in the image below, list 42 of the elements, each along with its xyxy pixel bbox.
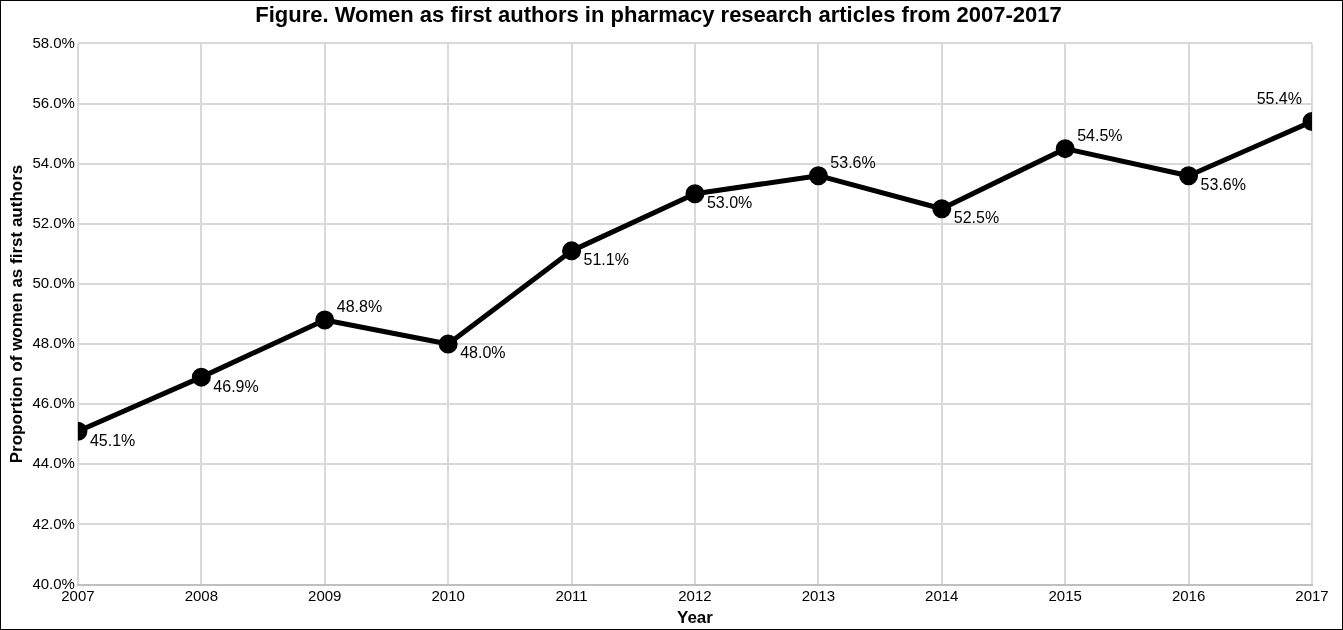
point bbox=[191, 367, 211, 387]
data-label: 48.8% bbox=[336, 298, 383, 316]
y-tick-label: 42.0% bbox=[32, 514, 75, 532]
y-tick-label: 48.0% bbox=[32, 334, 75, 352]
data-label: 52.5% bbox=[953, 209, 1000, 227]
y-tick-label: 44.0% bbox=[32, 454, 75, 472]
x-tick-label: 2014 bbox=[925, 586, 959, 604]
x-tick-label: 2011 bbox=[555, 586, 588, 604]
x-tick-label: 2010 bbox=[431, 586, 465, 604]
chart-title: Figure. Women as first authors in pharmacy research articles from 2007-2017 bbox=[255, 2, 1062, 28]
data-label: 53.0% bbox=[706, 194, 753, 212]
y-tick-label: 50.0% bbox=[32, 274, 75, 292]
y-tick-label: 58.0% bbox=[32, 33, 75, 51]
point bbox=[1055, 139, 1075, 159]
x-tick-label: 2013 bbox=[801, 586, 836, 604]
y-tick-label: 56.0% bbox=[32, 93, 75, 111]
x-tick-label: 2008 bbox=[184, 586, 219, 604]
point bbox=[438, 334, 458, 354]
point bbox=[315, 310, 335, 330]
point bbox=[562, 241, 582, 261]
y-axis-title: Proportion of women as first authors bbox=[6, 164, 26, 464]
x-tick-label: 2009 bbox=[308, 586, 342, 604]
point bbox=[808, 166, 828, 186]
data-label: 46.9% bbox=[213, 377, 259, 395]
x-tick-label: 2016 bbox=[1171, 586, 1206, 604]
data-label: 53.6% bbox=[830, 154, 876, 172]
y-tick-label: 52.0% bbox=[32, 213, 75, 231]
data-label: 51.1% bbox=[583, 251, 629, 269]
data-label: 45.1% bbox=[89, 431, 136, 449]
x-tick-label: 2017 bbox=[1295, 586, 1329, 604]
data-label: 48.0% bbox=[460, 344, 506, 362]
x-tick-label: 2015 bbox=[1048, 586, 1082, 604]
point bbox=[1179, 166, 1199, 186]
y-tick-label: 46.0% bbox=[32, 394, 75, 412]
point bbox=[932, 199, 952, 219]
y-tick-label: 54.0% bbox=[32, 153, 75, 171]
point bbox=[685, 184, 705, 204]
data-label: 54.5% bbox=[1077, 127, 1123, 145]
data-label: 55.4% bbox=[1256, 89, 1302, 107]
x-axis-title: Year bbox=[677, 608, 714, 628]
data-label: 53.6% bbox=[1200, 176, 1246, 194]
x-tick-label: 2012 bbox=[678, 586, 712, 604]
